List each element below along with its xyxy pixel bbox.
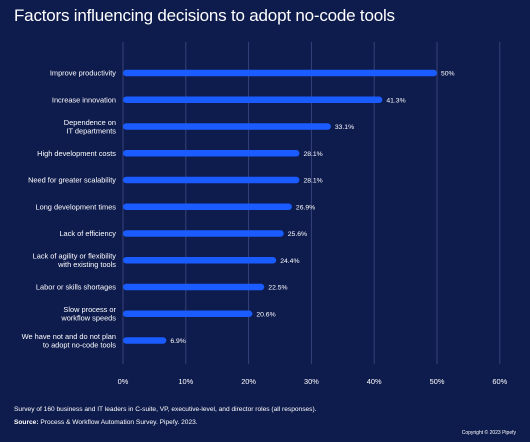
category-label: Lack of agility or flexibility with exist… (33, 252, 117, 269)
bar (123, 176, 300, 184)
value-label: 33.1% (335, 124, 354, 131)
value-label: 26.9% (296, 204, 315, 211)
x-tick-label: 30% (304, 377, 319, 386)
source-footnote: Source: Process & Workflow Automation Su… (14, 418, 198, 427)
value-label: 22.5% (268, 285, 287, 292)
value-label: 28.1% (303, 151, 322, 158)
value-label: 28.1% (303, 178, 322, 185)
copyright-notice: Copyright © 2023 Pipefy (461, 430, 516, 436)
bars (123, 69, 437, 344)
gridlines (122, 42, 501, 364)
value-label: 50% (441, 71, 455, 78)
bar (123, 69, 437, 77)
category-label: Labor or skills shortages (36, 283, 116, 292)
x-tick-label: 40% (367, 377, 382, 386)
chart-title: Factors influencing decisions to adopt n… (14, 6, 395, 25)
category-label: Need for greater scalability (28, 176, 116, 185)
value-label: 24.4% (280, 258, 299, 265)
bar (123, 310, 253, 317)
source-label: Source: (14, 419, 39, 426)
category-label: Dependence on IT departments (64, 118, 116, 135)
bar (123, 96, 383, 103)
category-label: High development costs (37, 149, 116, 158)
category-label: Long development times (35, 202, 116, 211)
bar (123, 123, 331, 130)
value-label: 20.6% (256, 311, 275, 318)
source-text: Process & Workflow Automation Survey. Pi… (38, 419, 198, 426)
x-tick-label: 10% (178, 377, 193, 386)
x-axis-ticks: 0% 10% 20% 30% 40% 50% 60% (118, 377, 508, 386)
value-label: 25.6% (288, 231, 307, 238)
bar (123, 257, 277, 264)
bar (123, 283, 265, 291)
category-label: We have not and do not plan to adopt no-c… (22, 332, 117, 349)
category-label: Increase innovation (52, 95, 116, 104)
bar (123, 203, 292, 210)
category-label: Slow process or workflow speeds (60, 305, 116, 322)
x-tick-label: 60% (492, 377, 507, 386)
bar (123, 337, 167, 344)
bar (123, 230, 284, 237)
x-tick-label: 20% (241, 377, 256, 386)
value-labels: 50% 41.3% 33.1% 28.1% 28.1% 26.9% 25.6% 24.4% 22… (170, 71, 454, 346)
category-label: Lack of efficiency (59, 229, 116, 238)
bar (123, 150, 300, 157)
category-label: Improve productivity (50, 69, 116, 78)
bar-chart: Improve productivity Increase innovation D… (22, 42, 508, 386)
x-tick-label: 50% (430, 377, 445, 386)
value-label: 6.9% (170, 338, 186, 345)
x-tick-label: 0% (118, 377, 129, 386)
category-labels: Improve productivity Increase innovation D… (22, 69, 117, 350)
value-label: 41.3% (386, 97, 405, 104)
survey-footnote: Survey of 160 business and IT leaders in… (14, 406, 317, 413)
